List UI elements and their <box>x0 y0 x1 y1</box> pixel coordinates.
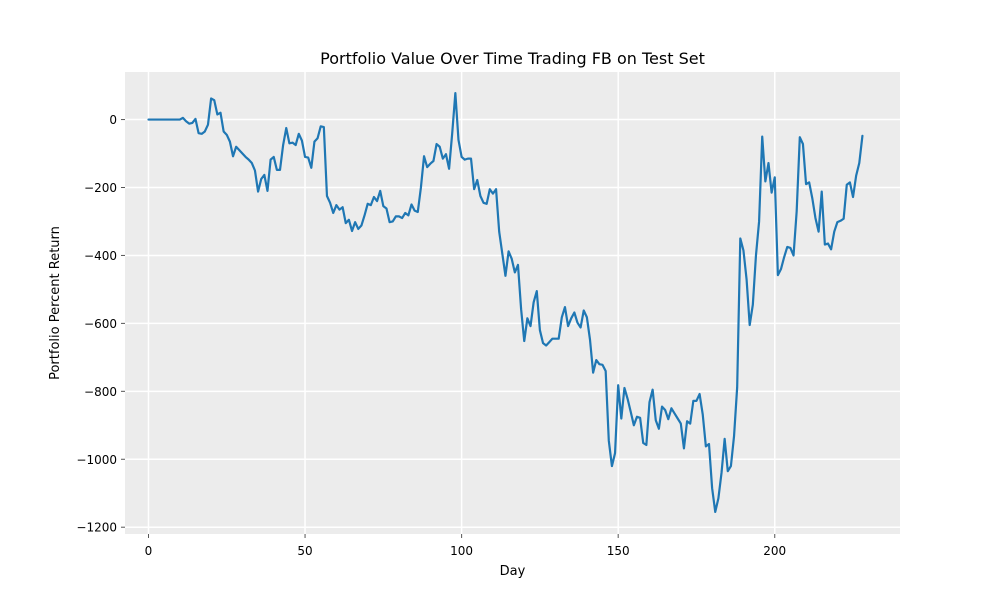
x-axis-ticks: 0 50 100 150 200 <box>145 534 786 558</box>
series-layer <box>147 91 864 514</box>
y-tick-label: −1200 <box>76 521 117 535</box>
x-tick-label: 0 <box>145 544 153 558</box>
x-axis-label: Day <box>500 564 526 579</box>
x-tick-label: 150 <box>607 544 630 558</box>
x-tick-label: 50 <box>297 544 312 558</box>
x-tick-label: 100 <box>450 544 473 558</box>
series-line <box>147 91 864 514</box>
y-tick-label: −400 <box>84 249 117 263</box>
x-tick-label: 200 <box>763 544 786 558</box>
chart-title: Portfolio Value Over Time Trading FB on … <box>320 49 705 68</box>
plot-area <box>125 72 900 534</box>
y-tick-label: 0 <box>109 113 117 127</box>
y-tick-label: −600 <box>84 317 117 331</box>
y-tick-label: −1000 <box>76 453 117 467</box>
y-tick-label: −800 <box>84 385 117 399</box>
y-axis-ticks: 0 −200 −400 −600 −800 −1000 −1200 <box>76 113 125 535</box>
y-tick-label: −200 <box>84 181 117 195</box>
y-axis-label: Portfolio Percent Return <box>48 226 63 380</box>
